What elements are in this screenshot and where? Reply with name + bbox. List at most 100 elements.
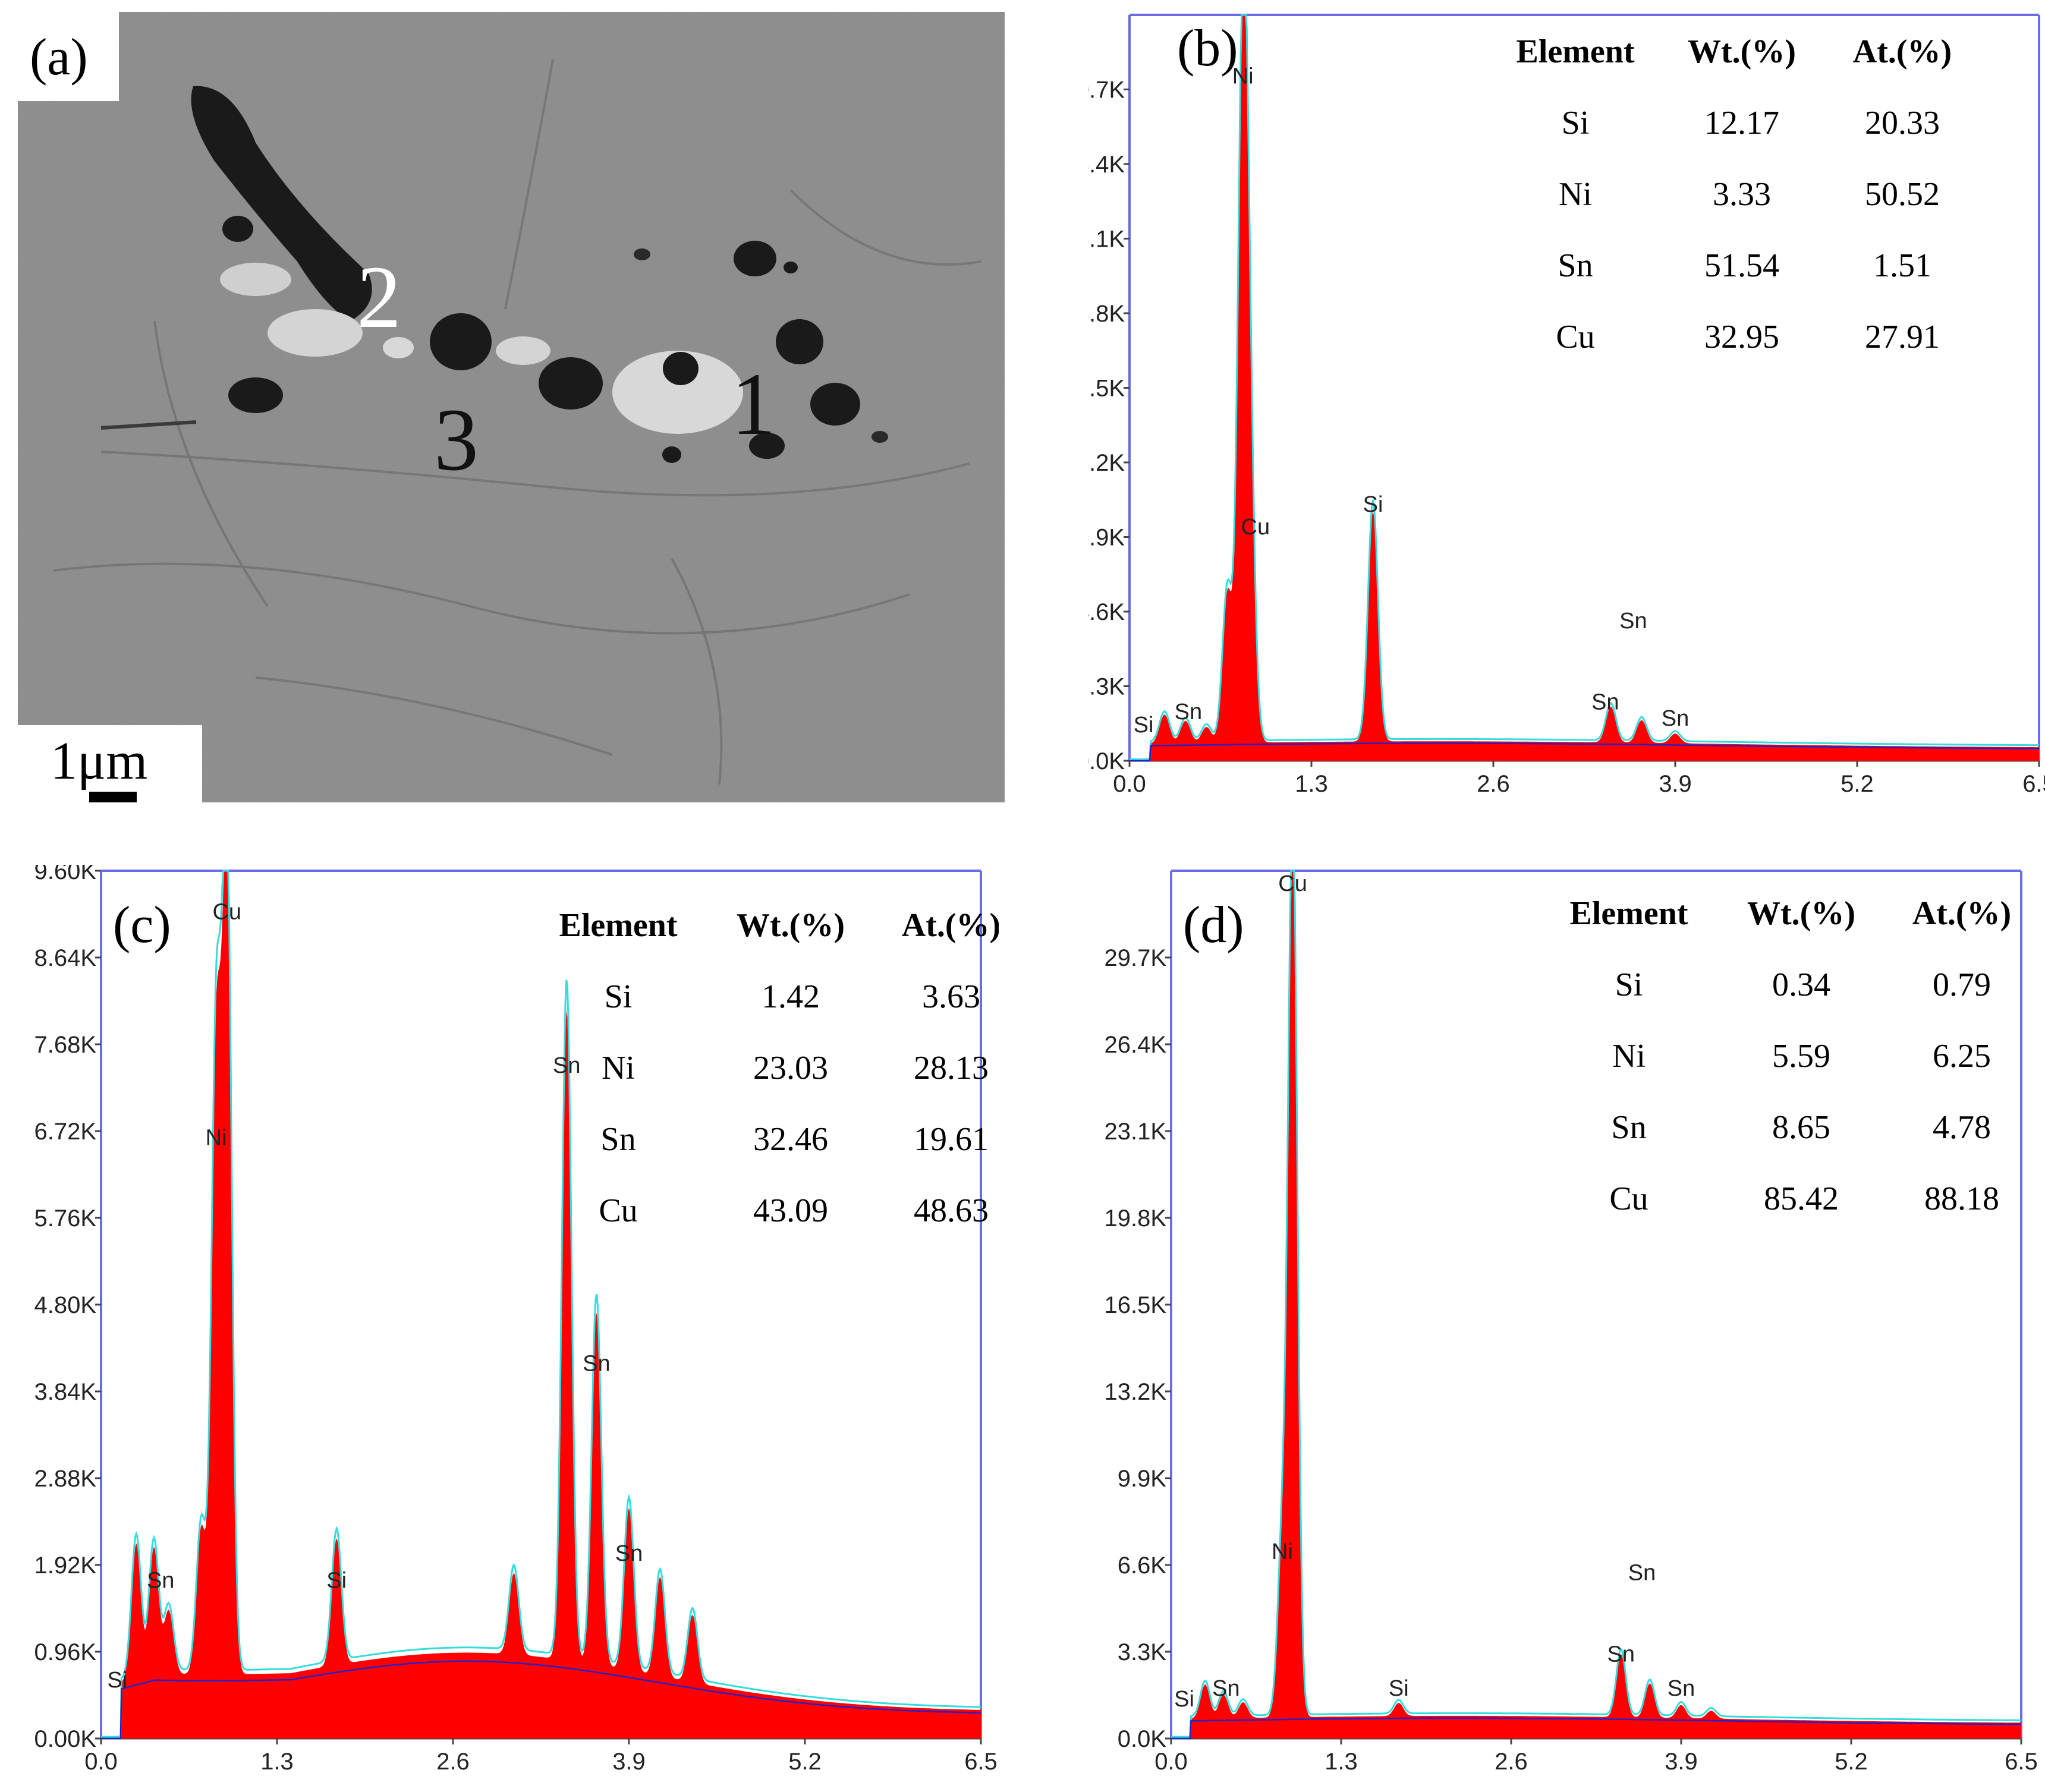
x-tick-label: 2.6 — [436, 1749, 470, 1775]
table-cell: Cu — [1556, 319, 1594, 355]
table-cell: Sn — [1558, 247, 1593, 284]
table-cell: 43.09 — [753, 1192, 828, 1229]
peak-label: Cu — [212, 899, 241, 924]
y-tick-label: 6.9K — [1088, 525, 1125, 551]
y-tick-label: 0.0K — [1088, 748, 1125, 774]
point-label-3: 3 — [434, 390, 479, 489]
peak-label: Sn — [1607, 1642, 1635, 1667]
scale-bar — [89, 792, 137, 802]
panel-label: (b) — [1177, 20, 1238, 77]
y-tick-label: 8.64K — [34, 945, 96, 971]
eds-spectrum-c: 0.0 1.3 2.6 3.9 5.2 6.5 0.00K 0.96K 1.92K 2.88K 3.… — [0, 865, 999, 1792]
x-tick-label: 3.9 — [612, 1749, 646, 1775]
table-cell: 20.33 — [1865, 105, 1940, 141]
y-tick-label: 20.7K — [1088, 77, 1125, 103]
x-tick-label: 5.2 — [1835, 1749, 1868, 1775]
peak-label: Sn — [1668, 1676, 1695, 1701]
table-cell: 28.13 — [914, 1050, 989, 1086]
eds-chart-b: 0.0 1.3 2.6 3.9 5.2 6.5 0.0K 2.3K 4.6K 6.9K 9.2K 11… — [1088, 14, 2045, 797]
table-header: Element — [1516, 33, 1634, 70]
y-tick-label: 16.5K — [1104, 1292, 1166, 1318]
spectrum-outline — [101, 870, 981, 1738]
y-tick-label: 23.1K — [1104, 1119, 1166, 1145]
table-cell: Ni — [1559, 176, 1592, 213]
background-line — [101, 1660, 981, 1740]
y-tick-label: 0.00K — [34, 1726, 96, 1752]
x-tick-label: 1.3 — [1295, 771, 1328, 797]
peak-label: Ni — [1272, 1539, 1293, 1564]
sem-micrograph-panel: (a) 1 2 3 1μm — [18, 12, 1005, 802]
y-tick-label: 2.3K — [1088, 674, 1125, 700]
panel-label: (d) — [1183, 896, 1244, 954]
table-cell: 3.63 — [922, 978, 980, 1015]
y-tick-label: 16.1K — [1088, 226, 1125, 253]
point-label-2: 2 — [357, 248, 401, 347]
y-tick-label: 6.72K — [34, 1119, 96, 1145]
table-cell: 32.46 — [753, 1121, 828, 1158]
table-cell: 27.91 — [1865, 319, 1940, 355]
peak-label: Si — [1389, 1676, 1409, 1701]
table-cell: 12.17 — [1704, 105, 1779, 141]
table-cell: Si — [605, 978, 633, 1015]
peak-label: Cu — [1241, 515, 1270, 540]
table-header: Wt.(%) — [1747, 895, 1855, 932]
eds-spectrum-d: 0.0 1.3 2.6 3.9 5.2 6.5 0.0K 3.3K 6.6K 9.9K 13.2K 1… — [1070, 865, 2045, 1792]
table-cell: Ni — [1612, 1038, 1646, 1075]
spectrum-outline — [1171, 870, 2021, 1738]
peak-label: Sn — [615, 1541, 643, 1566]
table-cell: 1.51 — [1873, 247, 1931, 284]
peak-label: Sn — [147, 1569, 174, 1593]
table-cell: 51.54 — [1704, 247, 1779, 284]
x-tick-label: 3.9 — [1665, 1749, 1698, 1775]
x-tick-label: 3.9 — [1659, 771, 1692, 797]
y-tick-label: 2.88K — [34, 1466, 96, 1492]
peak-label: Si — [326, 1569, 347, 1593]
peak-label: Cu — [1278, 871, 1307, 896]
table-cell: 6.25 — [1933, 1038, 1991, 1075]
x-tick-label: 2.6 — [1495, 1749, 1528, 1775]
eds-spectrum-b: 0.0 1.3 2.6 3.9 5.2 6.5 0.0K 2.3K 4.6K 6.9K 9.2K 11… — [1088, 12, 2045, 802]
peak-label: Sn — [1591, 690, 1619, 715]
table-cell: 0.79 — [1933, 966, 1991, 1003]
table-cell: 85.42 — [1764, 1180, 1839, 1217]
peak-label: Si — [107, 1668, 127, 1693]
table-header: At.(%) — [1912, 895, 2011, 932]
eds-chart-d: 0.0 1.3 2.6 3.9 5.2 6.5 0.0K 3.3K 6.6K 9.9K 13.2K 1… — [1104, 870, 2038, 1775]
x-tick-label: 5.2 — [788, 1749, 822, 1775]
x-tick-label: 1.3 — [260, 1749, 294, 1775]
x-tick-label: 0.0 — [1154, 1749, 1188, 1775]
table-cell: 3.33 — [1713, 176, 1771, 213]
x-tick-label: 2.6 — [1477, 771, 1510, 797]
table-cell: Sn — [600, 1121, 635, 1158]
table-cell: 0.34 — [1772, 966, 1830, 1003]
y-tick-label: 3.84K — [34, 1379, 96, 1405]
y-tick-label: 9.9K — [1118, 1466, 1167, 1492]
peak-label: Ni — [206, 1125, 227, 1150]
table-cell: 8.65 — [1772, 1109, 1830, 1146]
table-cell: 23.03 — [753, 1050, 828, 1086]
table-cell: 88.18 — [1924, 1180, 1999, 1217]
x-tick-label: 0.0 — [1113, 771, 1146, 797]
y-tick-label: 7.68K — [34, 1032, 96, 1058]
table-cell: 32.95 — [1704, 319, 1779, 355]
y-tick-label: 9.2K — [1088, 450, 1125, 476]
peak-label: Sn — [583, 1352, 610, 1377]
table-cell: 1.42 — [762, 978, 820, 1015]
x-tick-label: 5.2 — [1840, 771, 1874, 797]
table-cell: 48.63 — [914, 1192, 989, 1229]
peak-label: Sn — [1212, 1676, 1239, 1701]
x-tick-label: 0.0 — [84, 1749, 118, 1775]
y-tick-label: 4.6K — [1088, 599, 1125, 625]
x-tick-label: 6.5 — [964, 1749, 998, 1775]
spectrum-outline — [1130, 14, 2039, 760]
y-tick-label: 18.4K — [1088, 152, 1125, 178]
y-tick-label: 4.80K — [34, 1292, 96, 1318]
table-cell: 4.78 — [1933, 1109, 1991, 1146]
table-header: Element — [559, 907, 677, 944]
table-cell: Si — [1562, 105, 1590, 141]
y-tick-label: 5.76K — [34, 1205, 96, 1232]
y-tick-label: 13.8K — [1088, 301, 1125, 327]
y-tick-label: 11.5K — [1088, 376, 1125, 402]
y-tick-label: 13.2K — [1104, 1379, 1166, 1405]
peak-label: Si — [1134, 713, 1154, 738]
